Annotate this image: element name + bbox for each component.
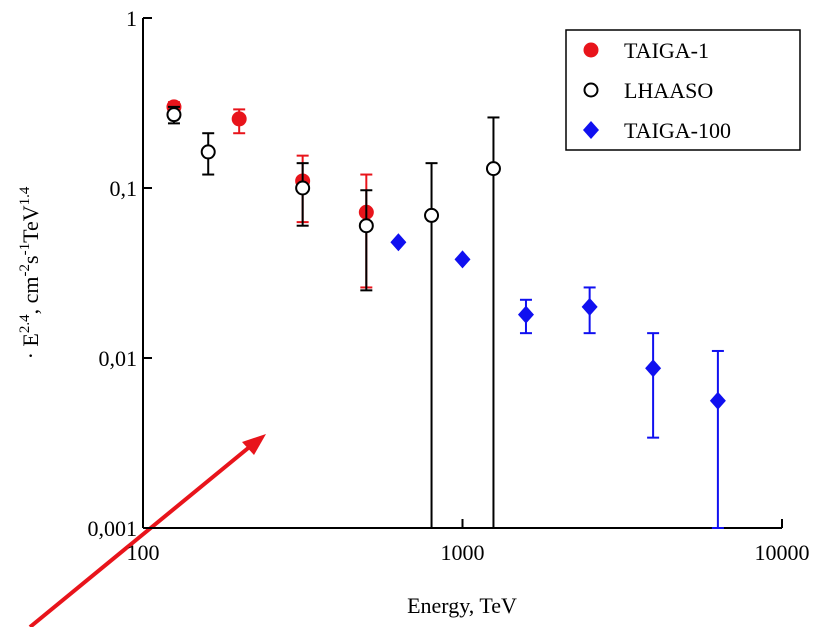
error-bar (425, 162, 438, 529)
open-circle-marker (166, 107, 182, 123)
diamond-marker (645, 359, 662, 378)
error-bar (711, 349, 724, 529)
x-tick-label: 100 (127, 540, 160, 565)
y-tick-label: 1 (126, 6, 137, 31)
legend-marker (583, 121, 599, 139)
error-bar (360, 189, 373, 292)
diamond-marker (581, 297, 598, 316)
diamond-marker (454, 250, 471, 269)
x-tick-label: 1000 (441, 540, 485, 565)
y-label-part: , cm (18, 276, 43, 314)
diamond-marker (390, 233, 407, 252)
filled-circle-marker (231, 111, 247, 127)
error-bar (647, 332, 660, 439)
legend-label: TAIGA-100 (624, 118, 731, 143)
legend-label: TAIGA-1 (624, 38, 709, 63)
open-circle-marker (358, 218, 374, 234)
diamond-marker (517, 305, 534, 324)
diamond-marker (709, 391, 726, 410)
y-label-part: TeV (18, 205, 43, 243)
y-label-sup: -2 (17, 264, 33, 277)
annotation-arrow (28, 434, 266, 627)
open-circle-marker (424, 207, 440, 223)
x-tick-label: 10000 (755, 540, 810, 565)
y-tick-label: 0,001 (88, 516, 138, 541)
open-circle-marker (485, 161, 501, 177)
x-axis-label: Energy, TeV (407, 593, 517, 618)
y-label-part: s (18, 255, 43, 264)
y-tick-label: 0,1 (110, 176, 138, 201)
legend-label: LHAASO (624, 78, 713, 103)
open-circle-marker (200, 144, 216, 160)
open-circle-marker (295, 180, 311, 196)
legend-box (565, 29, 801, 151)
y-label-sup: 2.4 (17, 314, 33, 333)
y-tick-label: 0,01 (99, 346, 138, 371)
legend-marker (583, 82, 599, 98)
error-bar (487, 116, 500, 529)
y-label-sup: 1.4 (17, 186, 33, 205)
y-label-sup: -1 (17, 243, 33, 256)
y-label-part: · E (18, 333, 43, 359)
legend-marker (583, 42, 599, 58)
y-axis-label: · E2.4, cm-2s-1TeV1.4 (17, 186, 43, 359)
